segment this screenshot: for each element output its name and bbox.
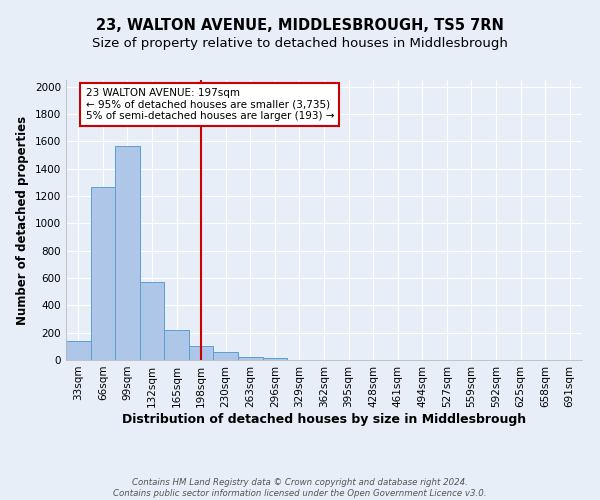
- Bar: [66, 341, 91, 360]
- Bar: [115, 146, 140, 360]
- Text: Size of property relative to detached houses in Middlesbrough: Size of property relative to detached ho…: [92, 38, 508, 51]
- Bar: [238, 356, 263, 360]
- X-axis label: Distribution of detached houses by size in Middlesbrough: Distribution of detached houses by size …: [122, 412, 526, 426]
- Text: 23 WALTON AVENUE: 197sqm
← 95% of detached houses are smaller (3,735)
5% of semi: 23 WALTON AVENUE: 197sqm ← 95% of detach…: [86, 88, 334, 121]
- Bar: [91, 187, 115, 360]
- Bar: [214, 352, 238, 360]
- Y-axis label: Number of detached properties: Number of detached properties: [16, 116, 29, 324]
- Text: 23, WALTON AVENUE, MIDDLESBROUGH, TS5 7RN: 23, WALTON AVENUE, MIDDLESBROUGH, TS5 7R…: [96, 18, 504, 32]
- Bar: [189, 346, 214, 360]
- Bar: [164, 330, 189, 360]
- Text: Contains HM Land Registry data © Crown copyright and database right 2024.
Contai: Contains HM Land Registry data © Crown c…: [113, 478, 487, 498]
- Bar: [263, 358, 287, 360]
- Bar: [140, 282, 164, 360]
